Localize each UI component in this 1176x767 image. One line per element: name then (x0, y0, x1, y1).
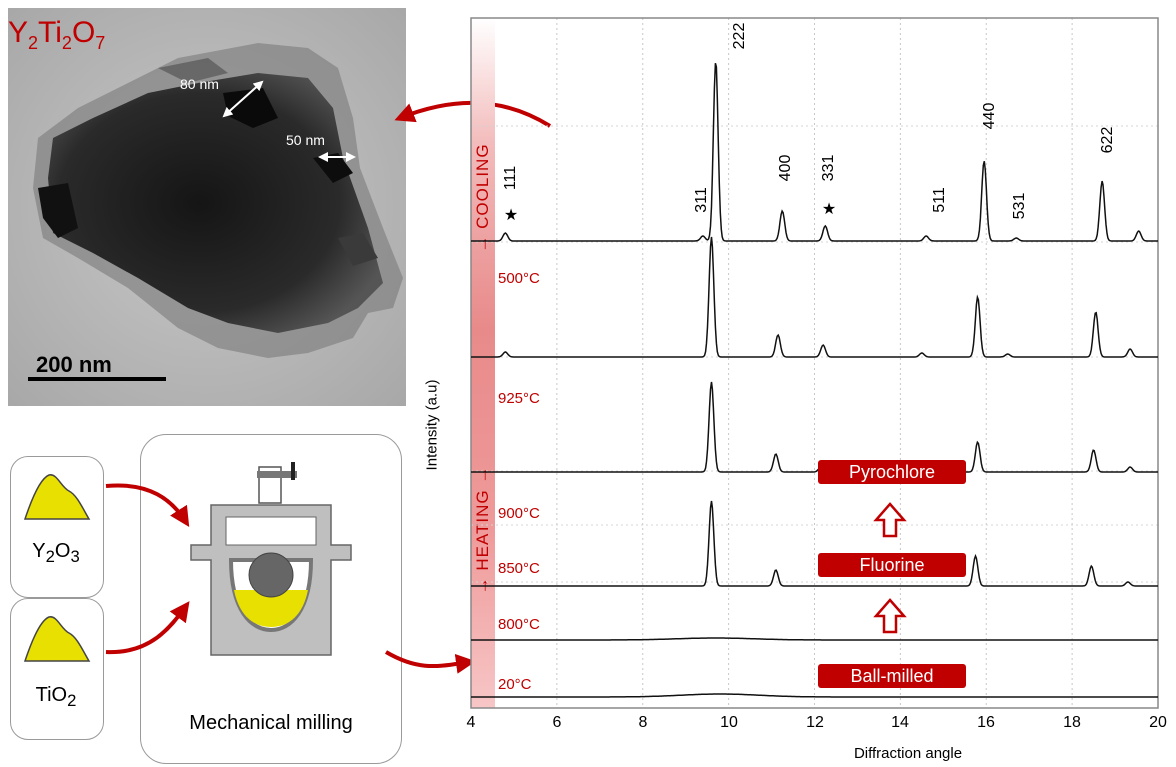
y2o3-precursor-box (10, 456, 104, 598)
x-tick: 6 (552, 714, 562, 731)
mechanical-milling-box (140, 434, 402, 764)
peak-label: 111 (502, 165, 519, 191)
mechanical-milling-label: Mechanical milling (189, 712, 353, 734)
temp-label: 900°C (498, 505, 540, 522)
phase-label-fluorine: Fluorine (818, 553, 966, 577)
impurity-star-icon: ★ (821, 201, 837, 218)
xrd-trace-800°C (471, 637, 1158, 641)
temp-label: 850°C (498, 560, 540, 577)
plot-frame (470, 17, 1159, 709)
x-tick: 18 (1063, 714, 1081, 731)
y2o3-label: Y2O3 (32, 540, 80, 566)
tio2-label: TiO2 (35, 684, 77, 710)
tem-measure-arrows (222, 80, 356, 162)
peak-label: 531 (1011, 192, 1028, 220)
x-tick: 12 (806, 714, 824, 731)
up-arrow-icon (873, 502, 907, 538)
scale-bar-label: 200 nm (36, 352, 112, 377)
x-tick: 14 (891, 714, 909, 731)
arrow-y2o3-to-mill (105, 483, 190, 528)
peak-label: 440 (981, 102, 998, 130)
scale-bar (28, 377, 166, 381)
x-axis-label: Diffraction angle (853, 745, 963, 762)
heating-cooling-strip (471, 18, 495, 708)
xrd-trace-850°C (471, 500, 1158, 587)
arrow-mill-to-xrd (384, 650, 476, 674)
impurity-star-icon: ★ (503, 207, 519, 224)
peak-label: 511 (931, 187, 948, 213)
y-axis-label: Intensity (a.u) (423, 379, 441, 471)
phase-label-ball-milled: Ball-milled (818, 664, 966, 688)
peak-label: 622 (1099, 126, 1116, 154)
arrow-tio2-to-mill (105, 601, 190, 655)
xrd-trace-20°C (471, 693, 1158, 698)
up-arrow-icon (873, 598, 907, 634)
temp-label: 925°C (498, 390, 540, 407)
xrd-traces (471, 63, 1158, 698)
tem-title: Y2Ti2O7 (8, 16, 106, 53)
temp-label: 20°C (498, 676, 532, 693)
temp-label: 500°C (498, 270, 540, 287)
phase-label-pyrochlore: Pyrochlore (818, 460, 966, 484)
ball-mill-icon (190, 462, 352, 656)
peak-label: 222 (731, 22, 748, 50)
x-tick: 4 (466, 714, 476, 731)
tio2-precursor-box (10, 598, 104, 740)
tem-micrograph (8, 8, 406, 406)
xrd-trace-500°C (471, 63, 1158, 242)
temp-label: 800°C (498, 616, 540, 633)
xrd-trace-925°C (471, 236, 1158, 358)
peak-label: 311 (693, 187, 710, 213)
tem-annotation-50nm: 50 nm (286, 132, 325, 148)
powder-pile-icon (23, 616, 91, 662)
x-tick: 8 (638, 714, 648, 731)
powder-pile-icon (23, 474, 91, 520)
tem-particle-image (8, 8, 406, 406)
x-tick: 20 (1149, 714, 1167, 731)
xrd-trace-900°C (471, 381, 1158, 473)
x-tick: 10 (720, 714, 738, 731)
tem-annotation-80nm: 80 nm (180, 76, 219, 92)
peak-label: 400 (777, 154, 794, 182)
chart-grid (470, 18, 1159, 708)
peak-label: 331 (820, 154, 837, 182)
x-tick: 16 (977, 714, 995, 731)
